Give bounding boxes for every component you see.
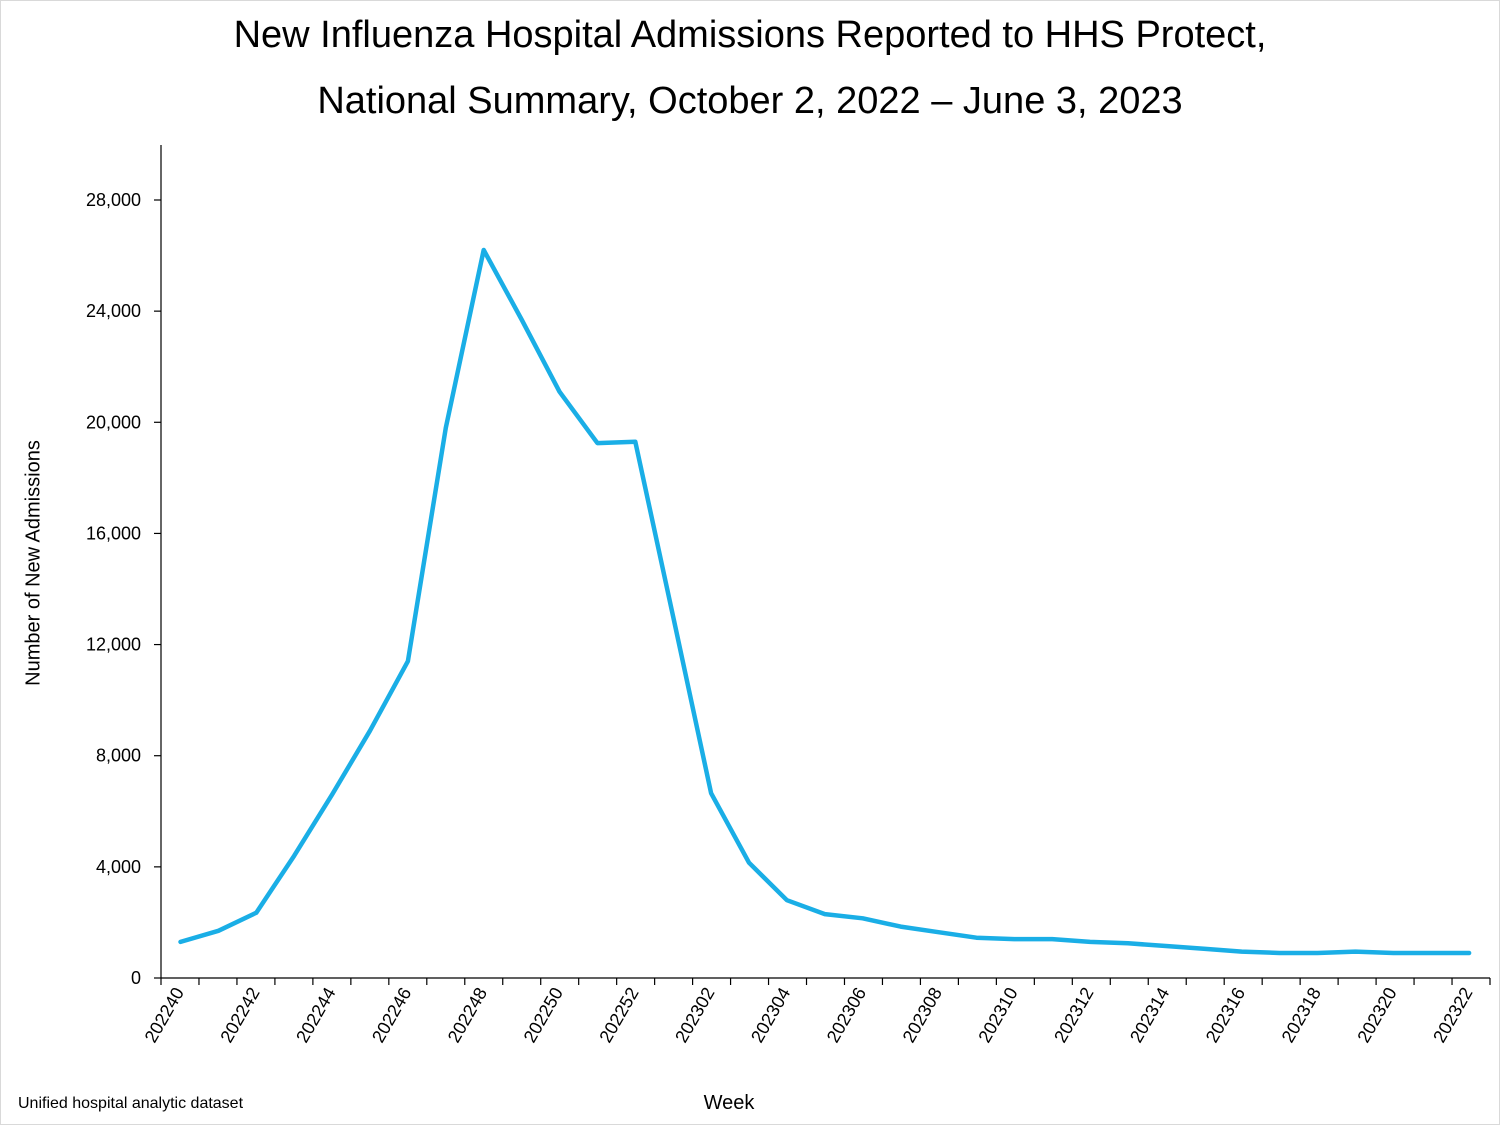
series-line [178,247,1472,956]
x-axis-label: Week [703,1092,755,1114]
y-tick-label: 8,000 [96,746,141,766]
x-tick-label: 202306 [823,984,870,1046]
x-tick-label: 202312 [1050,984,1097,1046]
x-tick-label: 202308 [899,984,946,1046]
y-tick-label: 4,000 [96,857,141,877]
chart-title-line-2: National Summary, October 2, 2022 – June… [317,80,1183,122]
x-tick-label: 202310 [974,984,1021,1046]
x-tick-label: 202318 [1278,984,1325,1046]
y-tick-label: 20,000 [86,412,141,432]
y-tick-label: 16,000 [86,523,141,543]
x-tick-label: 202252 [595,984,642,1046]
y-tick-label: 24,000 [86,301,141,321]
x-tick-label: 202316 [1202,984,1249,1046]
x-tick-label: 202302 [671,984,718,1046]
chart-title-line-1: New Influenza Hospital Admissions Report… [233,14,1267,56]
x-tick-label: 202242 [216,984,263,1046]
x-tick-label: 202322 [1429,984,1476,1046]
source-note: Unified hospital analytic dataset [18,1095,244,1112]
x-tick-label: 202248 [444,984,491,1046]
y-tick-label: 28,000 [86,190,141,210]
x-tick-label: 202314 [1126,984,1173,1046]
x-tick-label: 202304 [747,984,794,1046]
y-tick-label: 12,000 [86,635,141,655]
x-tick-label: 202244 [292,984,339,1046]
x-tick-label: 202246 [368,984,415,1046]
x-tick-label: 202250 [520,984,567,1046]
y-tick-label: 0 [131,968,141,988]
x-tick-label: 202320 [1353,984,1400,1046]
x-tick-label: 202240 [141,984,188,1046]
